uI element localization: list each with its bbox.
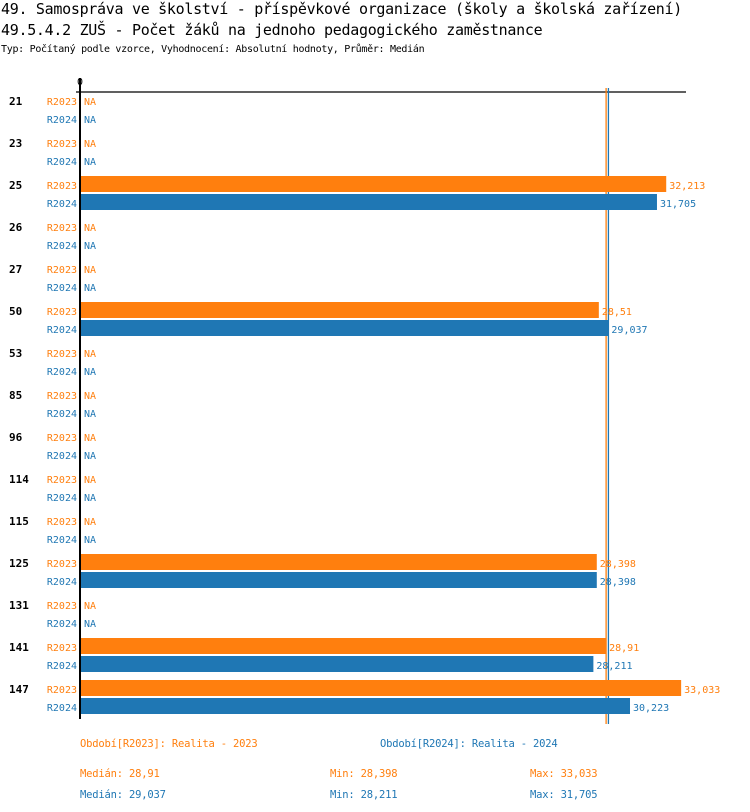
bar-r2024-141 [81, 656, 594, 672]
na-label: NA [84, 265, 96, 276]
category-label: 27 [9, 263, 22, 276]
category-label: 53 [9, 347, 22, 360]
series-label: R2023 [47, 475, 77, 486]
value-label: 28,91 [609, 643, 639, 654]
na-label: NA [84, 409, 96, 420]
bar-r2024-50 [81, 320, 609, 336]
series-label: R2024 [47, 157, 77, 168]
na-label: NA [84, 367, 96, 378]
na-label: NA [84, 241, 96, 252]
value-label: 29,037 [611, 325, 647, 336]
series-label: R2024 [47, 451, 77, 462]
series-label: R2023 [47, 307, 77, 318]
category-label: 115 [9, 515, 29, 528]
stat-median-r2024: Medián: 29,037 [80, 789, 166, 801]
value-label: 28,398 [600, 559, 636, 570]
series-label: R2023 [47, 601, 77, 612]
na-label: NA [84, 433, 96, 444]
category-label: 114 [9, 473, 29, 486]
value-label: 33,033 [684, 685, 720, 696]
na-label: NA [84, 451, 96, 462]
series-label: R2024 [47, 577, 77, 588]
value-label: 32,213 [669, 181, 705, 192]
na-label: NA [84, 517, 96, 528]
stat-min-r2023: Min: 28,398 [330, 768, 398, 780]
bar-r2023-147 [81, 680, 682, 696]
series-label: R2023 [47, 643, 77, 654]
na-label: NA [84, 475, 96, 486]
value-label: 31,705 [660, 199, 696, 210]
series-label: R2023 [47, 97, 77, 108]
series-label: R2024 [47, 409, 77, 420]
category-label: 26 [9, 221, 23, 234]
category-label: 96 [9, 431, 23, 444]
series-label: R2024 [47, 703, 77, 714]
na-label: NA [84, 139, 96, 150]
series-label: R2023 [47, 223, 77, 234]
na-label: NA [84, 349, 96, 360]
category-label: 50 [9, 305, 22, 318]
na-label: NA [84, 223, 96, 234]
series-label: R2023 [47, 559, 77, 570]
category-label: 147 [9, 683, 29, 696]
category-label: 141 [9, 641, 29, 654]
series-label: R2023 [47, 391, 77, 402]
series-label: R2024 [47, 493, 77, 504]
category-label: 85 [9, 389, 22, 402]
series-label: R2023 [47, 349, 77, 360]
series-label: R2024 [47, 535, 77, 546]
stat-min-r2024: Min: 28,211 [330, 789, 398, 801]
na-label: NA [84, 391, 96, 402]
bar-r2023-125 [81, 554, 597, 570]
series-label: R2023 [47, 433, 77, 444]
legend-r2024: Období[R2024]: Realita - 2024 [380, 738, 558, 750]
na-label: NA [84, 601, 96, 612]
series-label: R2024 [47, 661, 77, 672]
category-label: 125 [9, 557, 29, 570]
legend-r2023: Období[R2023]: Realita - 2023 [80, 738, 258, 750]
na-label: NA [84, 115, 96, 126]
bar-r2023-141 [81, 638, 607, 654]
value-label: 30,223 [633, 703, 669, 714]
series-label: R2024 [47, 367, 77, 378]
bar-r2024-147 [81, 698, 631, 714]
category-label: 131 [9, 599, 29, 612]
na-label: NA [84, 157, 96, 168]
chart-meta: Typ: Počítaný podle vzorce, Vyhodnocení:… [1, 44, 425, 55]
series-label: R2024 [47, 619, 77, 630]
bar-r2024-125 [81, 572, 597, 588]
series-label: R2024 [47, 283, 77, 294]
value-label: 28,211 [596, 661, 632, 672]
stat-median-r2023: Medián: 28,91 [80, 768, 160, 780]
chart-title: 49. Samospráva ve školství - příspěvkové… [1, 0, 683, 18]
series-label: R2024 [47, 115, 77, 126]
na-label: NA [84, 97, 96, 108]
value-label: 28,51 [602, 307, 632, 318]
category-label: 21 [9, 95, 23, 108]
stat-max-r2023: Max: 33,033 [530, 768, 598, 780]
series-label: R2023 [47, 265, 77, 276]
na-label: NA [84, 619, 96, 630]
series-label: R2024 [47, 325, 77, 336]
series-label: R2024 [47, 241, 77, 252]
series-label: R2023 [47, 139, 77, 150]
na-label: NA [84, 283, 96, 294]
bar-r2024-25 [81, 194, 657, 210]
series-label: R2023 [47, 181, 77, 192]
series-label: R2023 [47, 517, 77, 528]
chart-subtitle: 49.5.4.2 ZUŠ - Počet žáků na jednoho ped… [1, 21, 543, 39]
category-label: 25 [9, 179, 22, 192]
series-label: R2023 [47, 685, 77, 696]
na-label: NA [84, 535, 96, 546]
stat-max-r2024: Max: 31,705 [530, 789, 598, 801]
na-label: NA [84, 493, 96, 504]
category-label: 23 [9, 137, 22, 150]
bar-r2023-25 [81, 176, 667, 192]
bar-r2023-50 [81, 302, 599, 318]
value-label: 28,398 [600, 577, 636, 588]
series-label: R2024 [47, 199, 77, 210]
